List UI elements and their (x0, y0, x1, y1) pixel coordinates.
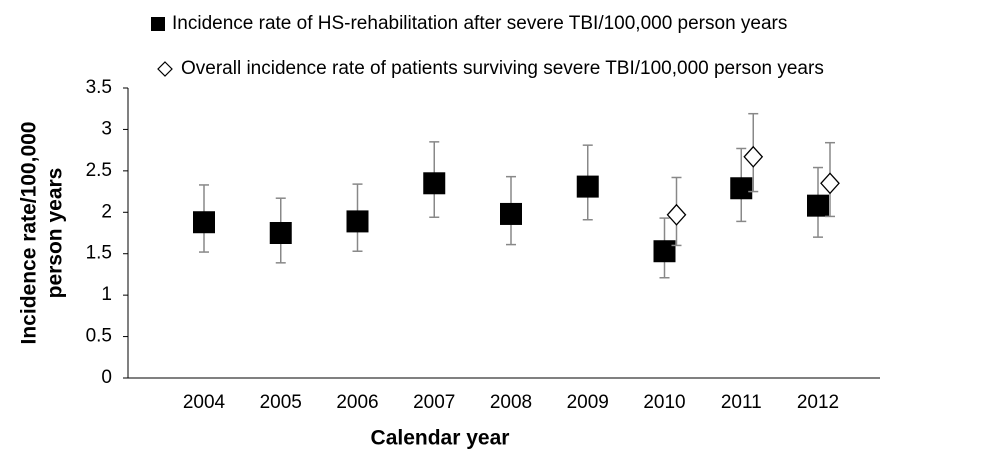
marker-square (730, 177, 753, 200)
y-tick-label: 0.5 (86, 326, 112, 347)
marker-square (269, 222, 292, 244)
marker-square (346, 210, 369, 233)
x-tick-label: 2010 (643, 392, 685, 413)
y-tick-label: 3 (101, 118, 112, 139)
y-tick-label: 3.5 (86, 77, 112, 98)
y-axis-label: Incidence rate/100,000 person years (18, 122, 67, 345)
marker-square (193, 211, 215, 234)
x-axis-label: Calendar year (371, 427, 510, 450)
y-tick-label: 1 (101, 284, 112, 305)
marker-square (576, 175, 599, 198)
marker-diamond (820, 172, 840, 195)
legend-marker (157, 61, 173, 77)
marker-diamond (666, 203, 687, 226)
x-tick-label: 2011 (721, 392, 762, 413)
y-axis-label-line: person years (44, 168, 67, 299)
x-tick-label: 2004 (183, 392, 226, 413)
x-tick-label: 2008 (490, 392, 532, 413)
y-axis-label-line: Incidence rate/100,000 (18, 122, 41, 345)
x-tick-label: 2005 (260, 392, 302, 413)
y-tick-label: 2 (101, 201, 112, 222)
legend-label: Overall incidence rate of patients survi… (181, 58, 824, 79)
x-tick-label: 2007 (413, 392, 455, 413)
marker-square (807, 194, 829, 217)
x-tick-label: 2012 (797, 392, 839, 413)
x-tick-label: 2006 (336, 392, 378, 413)
y-tick-label: 2.5 (86, 160, 112, 181)
marker-square (500, 202, 522, 225)
x-tick-label: 2009 (567, 392, 609, 413)
marker-square (423, 172, 446, 195)
marker-square (653, 240, 676, 263)
legend-label: Incidence rate of HS-rehabilitation afte… (172, 13, 787, 34)
y-tick-label: 0 (101, 367, 112, 388)
legend-marker (151, 17, 165, 31)
marker-diamond (743, 145, 764, 168)
y-tick-label: 1.5 (86, 243, 112, 264)
